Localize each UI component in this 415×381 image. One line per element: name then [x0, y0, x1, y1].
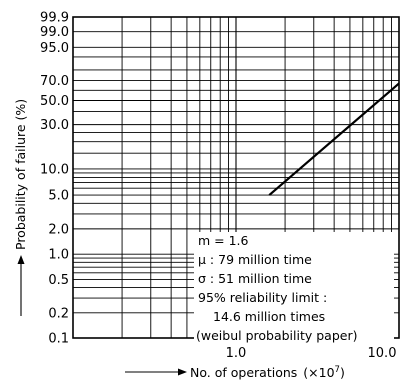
annotation-reliability-limit: 95% reliability limit : [198, 290, 327, 305]
y-axis-title: Probability of failure (%) [13, 99, 28, 316]
x-axis-unit-close: ) [340, 365, 345, 380]
y-tick-label: 30.0 [40, 118, 69, 133]
x-axis-unit: (×10 [303, 365, 334, 380]
series-line [268, 82, 400, 196]
y-tick-label: 70.0 [40, 74, 69, 89]
y-tick-labels: 99.999.095.0 70.0 50.0 30.0 10.0 5.0 2.0 1.0 0.5… [40, 11, 69, 347]
y-tick-label: 2.0 [48, 222, 69, 237]
x-axis-label-text: No. of operations [190, 365, 297, 380]
y-tick-label: 1.0 [48, 248, 69, 263]
annotation-background [194, 232, 394, 344]
y-tick-label: 0.5 [48, 273, 69, 288]
annotation-standard-deviation: σ : 51 million time [198, 271, 312, 286]
annotation-reliability-value: 14.6 million times [213, 309, 325, 324]
y-tick-label: 50.0 [40, 94, 69, 109]
y-axis-label: Probability of failure (%) [13, 99, 28, 250]
y-tick-label: 99.0 [40, 25, 69, 40]
x-axis-label: No. of operations (×107) [190, 365, 345, 380]
y-axis-arrow-head [17, 255, 25, 264]
x-axis-arrow-head [178, 368, 187, 376]
y-tick-label: 99.9 [40, 11, 69, 26]
y-tick-label: 5.0 [48, 189, 69, 204]
y-tick-label: 0.2 [48, 306, 69, 321]
y-tick-label: 0.1 [48, 332, 69, 347]
x-tick-label: 1.0 [226, 346, 247, 361]
y-tick-label: 95.0 [40, 41, 69, 56]
x-axis-unit-exponent: 7 [335, 365, 340, 375]
x-tick-labels: 1.0 10.0 [226, 346, 397, 361]
annotation-shape-parameter: m = 1.6 [198, 233, 249, 248]
x-axis-title: No. of operations (×107) [125, 365, 345, 380]
x-tick-label: 10.0 [368, 346, 397, 361]
annotation-mean-life: μ : 79 million time [198, 252, 312, 267]
annotation-paper-type: (weibul probability paper) [196, 328, 357, 343]
y-tick-label: 10.0 [40, 162, 69, 177]
